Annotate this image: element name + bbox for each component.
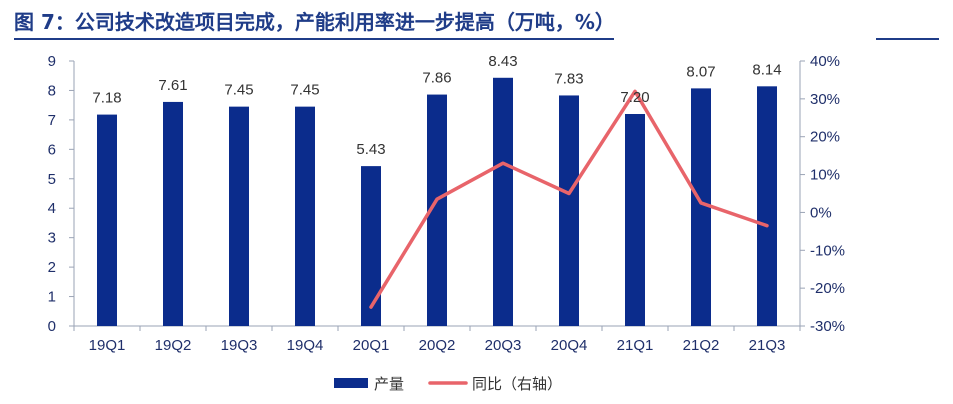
legend-label-line: 同比（右轴） [472, 375, 562, 393]
y-left-tick-label: 9 [48, 53, 56, 70]
data-label-20Q1: 5.43 [356, 141, 385, 158]
data-label-19Q1: 7.18 [92, 90, 121, 107]
y-left-tick-label: 6 [48, 141, 56, 158]
bar-21Q3 [757, 86, 777, 326]
data-label-19Q2: 7.61 [158, 77, 187, 94]
y-left-tick-label: 2 [48, 259, 56, 276]
bar-20Q4 [559, 95, 579, 326]
y-right-tick-label: -20% [810, 280, 845, 297]
y-left-tick-label: 8 [48, 82, 56, 99]
x-tick-label: 20Q3 [485, 337, 522, 354]
bar-series [97, 77, 777, 327]
x-tick-label: 20Q4 [551, 337, 588, 354]
line-series [369, 89, 769, 309]
chart-title: 图 7：公司技术改造项目完成，产能利用率进一步提高（万吨，%） [14, 10, 615, 34]
x-tick-label: 20Q1 [353, 337, 390, 354]
y-left-tick-label: 3 [48, 230, 56, 247]
chart-axes: 0 1 2 3 4 5 6 7 8 9 -30% -20% -10% 0% 10% 20% 30% 40% 19Q1… [48, 53, 845, 354]
y-right-tick-label: 30% [810, 91, 840, 108]
y-right-tick-label: 10% [810, 167, 840, 184]
bar-20Q2 [427, 94, 447, 326]
y-right-tick-label: 40% [810, 53, 840, 70]
y-left-tick-label: 0 [48, 318, 56, 335]
title-underline [14, 38, 614, 40]
bar-19Q2 [163, 101, 183, 326]
y-left-tick-label: 4 [48, 200, 56, 217]
data-label-19Q4: 7.45 [290, 82, 319, 99]
data-label-20Q3: 8.43 [488, 53, 517, 70]
x-tick-label: 19Q1 [89, 337, 126, 354]
y-left-tick-label: 5 [48, 171, 56, 188]
y-right-tick-label: 20% [810, 129, 840, 146]
bar-21Q1 [625, 114, 645, 326]
x-tick-label: 19Q3 [221, 337, 258, 354]
data-label-20Q4: 7.83 [554, 70, 583, 87]
x-tick-label: 20Q2 [419, 337, 456, 354]
legend-swatch-bar [334, 378, 368, 388]
bar-19Q1 [97, 114, 117, 326]
bar-21Q2 [691, 88, 711, 326]
title-rule-right [876, 38, 939, 40]
y-right-tick-label: -10% [810, 242, 845, 259]
x-tick-label: 21Q3 [749, 337, 786, 354]
title-row: 图 7：公司技术改造项目完成，产能利用率进一步提高（万吨，%） [14, 6, 939, 40]
bar-20Q1 [361, 166, 381, 326]
legend: 产量 同比（右轴） [334, 375, 562, 393]
data-label-21Q3: 8.14 [752, 61, 781, 78]
legend-label-bar: 产量 [374, 375, 404, 393]
x-tick-label: 19Q2 [155, 337, 192, 354]
data-label-21Q2: 8.07 [686, 63, 715, 80]
data-label-20Q2: 7.86 [422, 70, 451, 87]
bar-19Q3 [229, 106, 249, 326]
bar-19Q4 [295, 106, 315, 326]
y-right-tick-label: -30% [810, 318, 845, 335]
data-label-21Q1: 7.20 [620, 89, 649, 106]
x-tick-label: 21Q2 [683, 337, 720, 354]
data-label-19Q3: 7.45 [224, 82, 253, 99]
y-left-tick-label: 1 [48, 289, 56, 306]
y-left-tick-label: 7 [48, 112, 56, 129]
data-labels: 7.18 7.61 7.45 7.45 5.43 7.86 8.43 7.83 7.20 8.07… [92, 53, 781, 158]
x-tick-label: 21Q1 [617, 337, 654, 354]
bar-20Q3 [493, 77, 513, 327]
yoy-line [369, 89, 769, 309]
x-tick-label: 19Q4 [287, 337, 324, 354]
y-right-tick-label: 0% [810, 204, 832, 221]
